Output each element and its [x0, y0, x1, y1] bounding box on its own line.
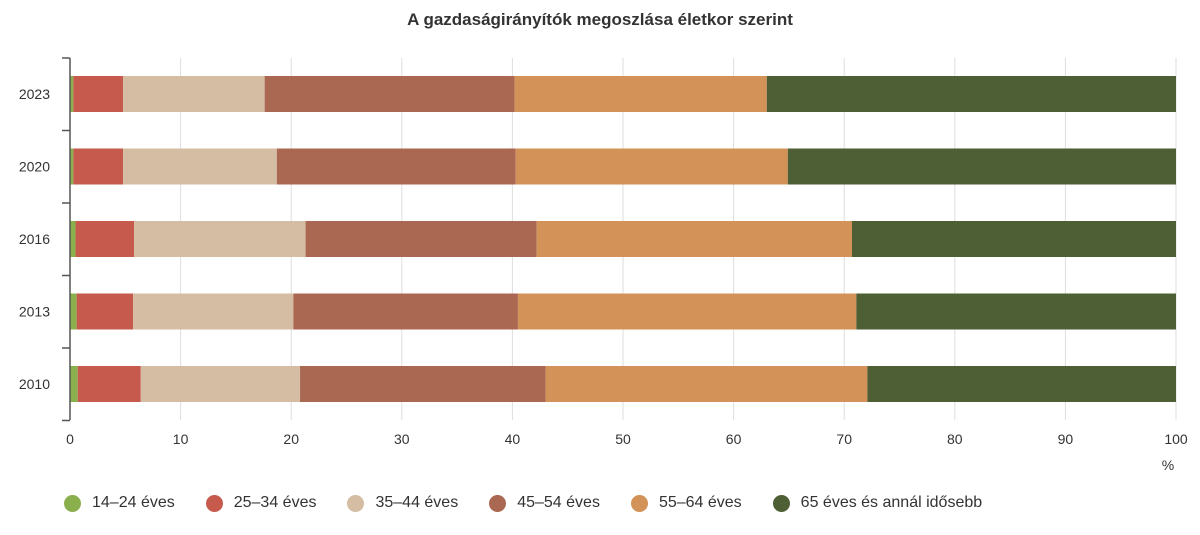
legend-swatch	[205, 494, 223, 512]
category-label: 2016	[19, 231, 50, 247]
x-tick-label: 100	[1164, 431, 1188, 447]
bar-segment	[536, 221, 852, 257]
bar-segment	[545, 366, 868, 402]
bar-segment	[787, 148, 1176, 185]
bar-segment	[293, 293, 518, 330]
legend-label: 35–44 éves	[375, 494, 459, 511]
category-label: 2020	[19, 159, 50, 175]
x-tick-label: 90	[1058, 431, 1074, 447]
bar-segment	[300, 366, 546, 402]
bar-segment	[70, 148, 74, 185]
legend-item[interactable]: 35–44 éves	[347, 494, 458, 512]
bar-segment	[514, 76, 767, 112]
bar-segment	[76, 293, 134, 330]
bar-segment	[133, 293, 294, 330]
x-tick-label: 20	[283, 431, 299, 447]
legend-label: 14–24 éves	[92, 494, 175, 511]
bar-segment	[77, 366, 141, 402]
bar-segment	[123, 148, 277, 185]
legend-swatch	[489, 494, 507, 512]
chart-legend: 14–24 éves 25–34 éves 35–44 éves 45–54 éves…	[64, 494, 1013, 512]
x-tick-label: 30	[394, 431, 410, 447]
bar-segment	[70, 76, 74, 112]
legend-label: 65 éves és annál idősebb	[800, 494, 983, 511]
bar-segment	[73, 76, 124, 112]
legend-item[interactable]: 55–64 éves	[630, 494, 742, 512]
x-tick-label: 40	[505, 431, 521, 447]
x-tick-label: 60	[726, 431, 742, 447]
bar-segment	[134, 221, 306, 257]
legend-swatch	[347, 494, 365, 512]
legend-item[interactable]: 14–24 éves	[64, 494, 175, 512]
bar-segment	[276, 148, 516, 185]
legend-label: 45–54 éves	[517, 494, 600, 511]
x-tick-label: 0	[66, 431, 74, 447]
bar-segment	[856, 293, 1176, 330]
bar-segment	[73, 148, 124, 185]
legend-swatch	[64, 494, 81, 512]
x-tick-label: 10	[173, 431, 189, 447]
bar-segment	[517, 293, 857, 330]
bar-segment	[515, 148, 788, 185]
bar-segment	[264, 76, 515, 112]
x-unit-label: %	[1162, 457, 1174, 473]
bar-segment	[140, 366, 301, 402]
x-tick-label: 80	[947, 431, 963, 447]
bar-segment	[75, 221, 135, 257]
legend-swatch	[772, 494, 790, 512]
bar-segment	[867, 366, 1176, 402]
legend-swatch	[630, 494, 648, 512]
legend-label: 55–64 éves	[658, 494, 742, 511]
bar-segment	[70, 366, 78, 402]
legend-item[interactable]: 65 éves és annál idősebb	[772, 494, 983, 512]
legend-item[interactable]: 45–54 éves	[489, 494, 600, 512]
x-tick-label: 70	[836, 431, 852, 447]
legend-item[interactable]: 25–34 éves	[205, 494, 317, 512]
bar-segment	[851, 221, 1176, 257]
x-tick-label: 50	[615, 431, 631, 447]
bar-segment	[766, 76, 1176, 112]
chart-title: A gazdaságirányítók megoszlása életkor s…	[407, 10, 793, 29]
bar-segment	[70, 221, 76, 257]
legend-label: 25–34 éves	[233, 494, 317, 511]
category-label: 2013	[19, 304, 50, 320]
bar-segment	[123, 76, 265, 112]
bar-segment	[70, 293, 77, 330]
bar-segment	[305, 221, 537, 257]
category-label: 2023	[19, 86, 50, 102]
category-label: 2010	[19, 376, 50, 392]
